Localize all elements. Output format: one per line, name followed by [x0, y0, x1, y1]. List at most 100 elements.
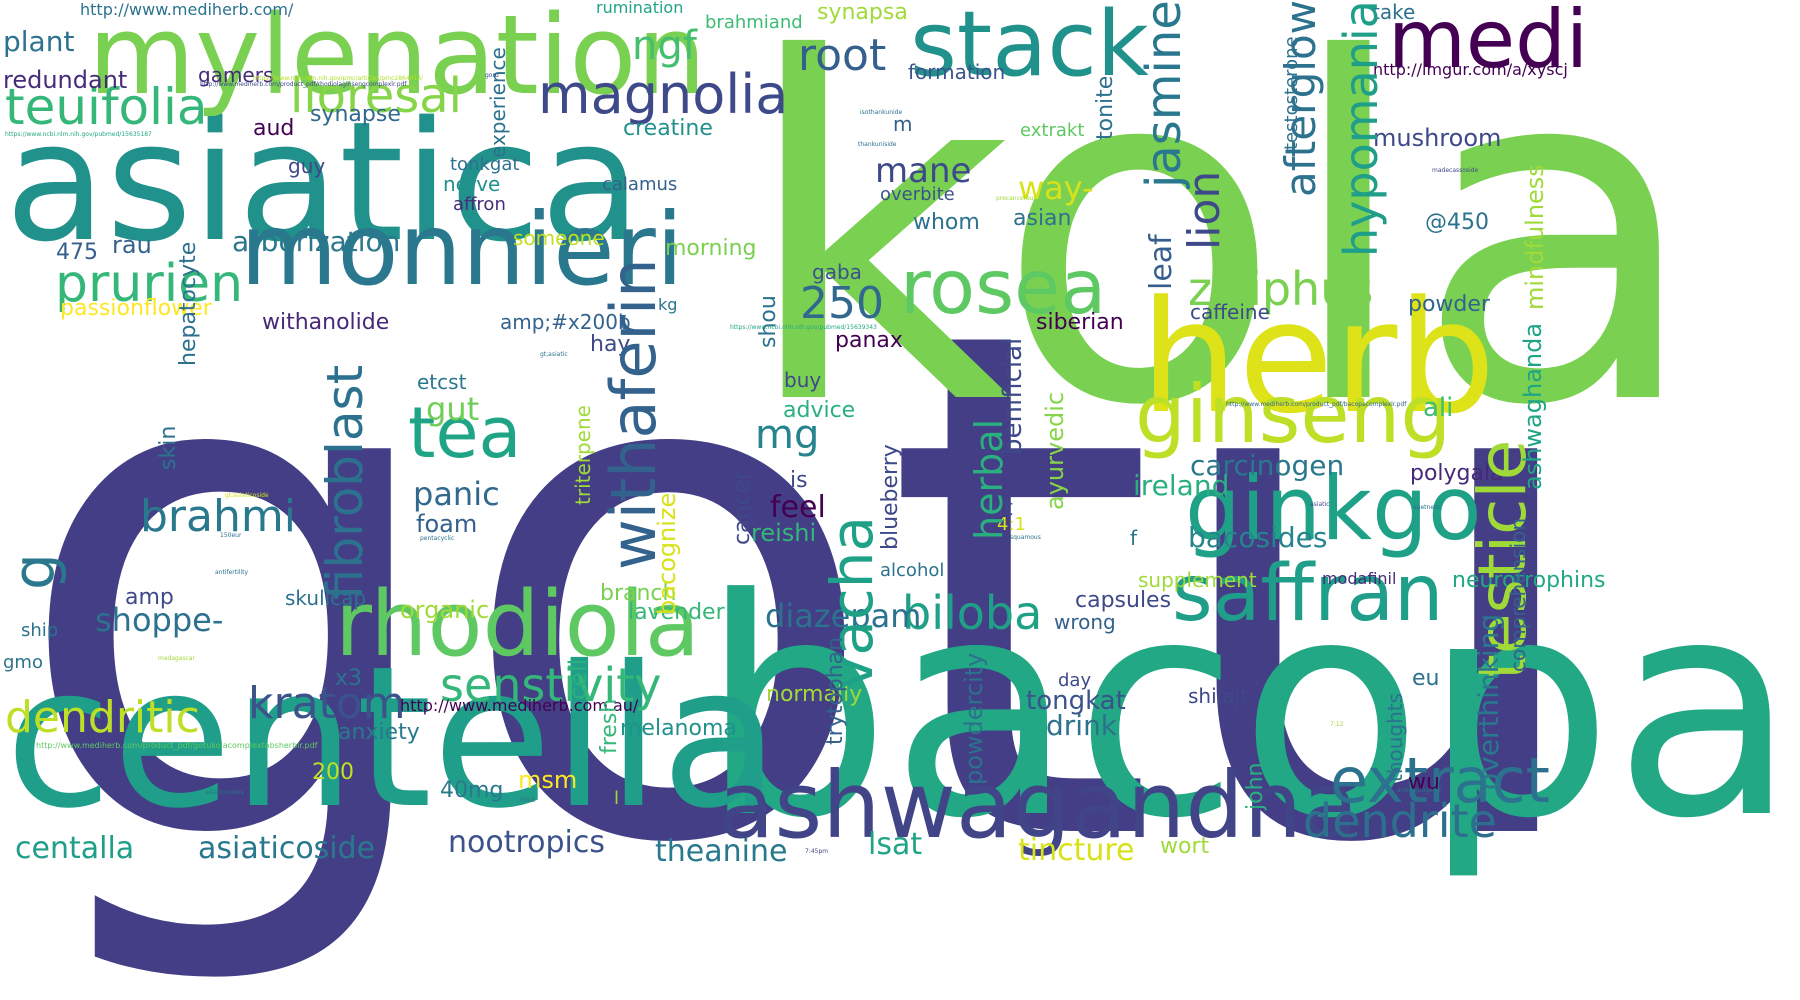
cloud-word: rau	[112, 231, 152, 259]
cloud-word: nerve	[443, 172, 501, 196]
cloud-word: rosea	[900, 243, 1107, 331]
cloud-word: advice	[783, 398, 856, 423]
cloud-word: lavender	[628, 600, 725, 625]
cloud-word: gmo	[3, 652, 43, 673]
cloud-word: eu	[1412, 666, 1440, 691]
cloud-word: anxiety	[338, 720, 420, 745]
cloud-word: antifertility	[215, 569, 249, 576]
cloud-word: https://www.ncbi.nlm.nih.gov/pubmed/1563…	[730, 324, 877, 331]
cloud-word: 250	[800, 278, 884, 329]
cloud-word: https://www.ncbi.nlm.nih.gov/pubmed/1563…	[5, 131, 152, 138]
cloud-word: ashwagandha	[718, 752, 1359, 859]
cloud-word: 475	[56, 240, 98, 265]
cloud-word: @450	[1425, 210, 1489, 235]
cloud-word: http://www.mediherb.com.au/	[400, 696, 639, 715]
cloud-word: morning	[665, 236, 757, 261]
cloud-word: mindfulness	[1521, 164, 1549, 310]
cloud-word: bacognize	[653, 492, 681, 615]
cloud-word: pentacyclic	[420, 535, 455, 542]
cloud-word: rhodiola	[335, 572, 700, 677]
cloud-word: 200	[312, 760, 354, 785]
cloud-word: panic	[413, 475, 500, 513]
cloud-word: brahmi	[140, 491, 296, 542]
cloud-word: mane	[875, 151, 972, 191]
cloud-word: http://www.mediherb.com/product_pdf/gotu…	[36, 741, 318, 750]
cloud-word: jasmine	[1136, 0, 1192, 188]
cloud-word: blueberry	[878, 444, 903, 550]
cloud-word: triterpene	[571, 405, 595, 505]
cloud-word: https://www.ncbi.nlm.nih.gov/pmc/article…	[253, 75, 424, 82]
cloud-word: formation	[908, 60, 1006, 84]
cloud-word: overbite	[880, 184, 955, 205]
cloud-word: g	[0, 553, 68, 590]
cloud-word: wrong	[1054, 610, 1116, 634]
cloud-word: shou	[756, 295, 781, 348]
cloud-word: fresh	[597, 698, 622, 754]
cloud-word: creatine	[623, 116, 713, 141]
cloud-word: asiaticoside	[198, 831, 376, 866]
cloud-word: kg	[658, 295, 678, 314]
cloud-word: ayurvedic	[1041, 391, 1069, 510]
cloud-word: skin	[156, 425, 181, 470]
cloud-word: wort	[1160, 834, 1210, 859]
cloud-word: biloba	[902, 586, 1043, 640]
cloud-word: dendritic	[5, 692, 200, 743]
cloud-word: withanolide	[262, 310, 390, 335]
cloud-word: normally	[766, 682, 863, 707]
cloud-word: herb	[1140, 267, 1496, 448]
cloud-word: powdercity	[960, 652, 988, 785]
cloud-word: gamers	[198, 63, 274, 87]
cloud-word: whom	[913, 210, 980, 235]
cloud-word: buy	[784, 368, 822, 392]
cloud-word: overthinking	[1472, 613, 1505, 790]
cloud-word: modafinil	[1322, 569, 1397, 588]
cloud-word: skullcap	[285, 586, 367, 610]
cloud-word: carcinogen	[1190, 449, 1345, 482]
cloud-word: monnieri	[240, 191, 684, 308]
cloud-word: teuifolia	[5, 78, 208, 136]
cloud-word: m	[893, 112, 913, 136]
cloud-word: feel	[770, 490, 826, 525]
cloud-word: cancer	[730, 470, 755, 545]
cloud-word: centalla	[15, 831, 135, 866]
cloud-word: 40mg	[440, 778, 504, 803]
cloud-word: wu	[1408, 770, 1440, 795]
cloud-word: shilajt	[1188, 684, 1248, 708]
cloud-word: apetnetic	[1413, 504, 1442, 511]
cloud-word: http://www.mediherb.com/product_pdf/baco…	[1226, 401, 1407, 408]
cloud-word: way-	[1018, 169, 1094, 207]
cloud-word: bacosides	[1188, 521, 1328, 554]
cloud-word: is	[790, 468, 808, 493]
cloud-word: senstivity	[440, 658, 662, 712]
cloud-word: ship	[21, 620, 59, 641]
cloud-word: http://www.mediherb.com/	[80, 0, 294, 19]
cloud-word: panax	[835, 328, 903, 353]
cloud-word: neurotrophins	[1452, 568, 1606, 593]
cloud-word: mg	[755, 412, 820, 458]
cloud-word: arborization	[232, 225, 401, 258]
cloud-word: madagascar	[158, 655, 196, 662]
cloud-word: antiangiogenic	[1397, 787, 1442, 794]
cloud-word: redundant	[3, 66, 128, 94]
cloud-word: lioresal	[290, 68, 463, 124]
cloud-word: http://www.mediherb.com/product_pdf/rhod…	[200, 81, 407, 88]
cloud-word: bacopa	[700, 535, 1798, 884]
cloud-word: 7:12	[1330, 721, 1344, 728]
cloud-word: affron	[453, 194, 506, 215]
cloud-word: benificial	[998, 337, 1028, 455]
cloud-word: ali	[1423, 393, 1454, 423]
cloud-word: ngf	[632, 23, 697, 69]
cloud-word: asiatica	[5, 86, 642, 278]
cloud-word: tincture	[1018, 833, 1135, 868]
cloud-word: gut	[426, 390, 480, 428]
cloud-word: shoppe-	[95, 601, 224, 639]
cloud-word: john	[1243, 762, 1268, 810]
cloud-word: asian	[1013, 206, 1072, 231]
cloud-word: testosterone	[1281, 36, 1302, 150]
cloud-word: amp	[125, 585, 174, 610]
cloud-word: 4:1	[997, 514, 1026, 535]
cloud-word: ziziphus	[1188, 262, 1374, 316]
cloud-word: hay	[590, 332, 631, 357]
cloud-word: caffeine	[1190, 300, 1270, 324]
